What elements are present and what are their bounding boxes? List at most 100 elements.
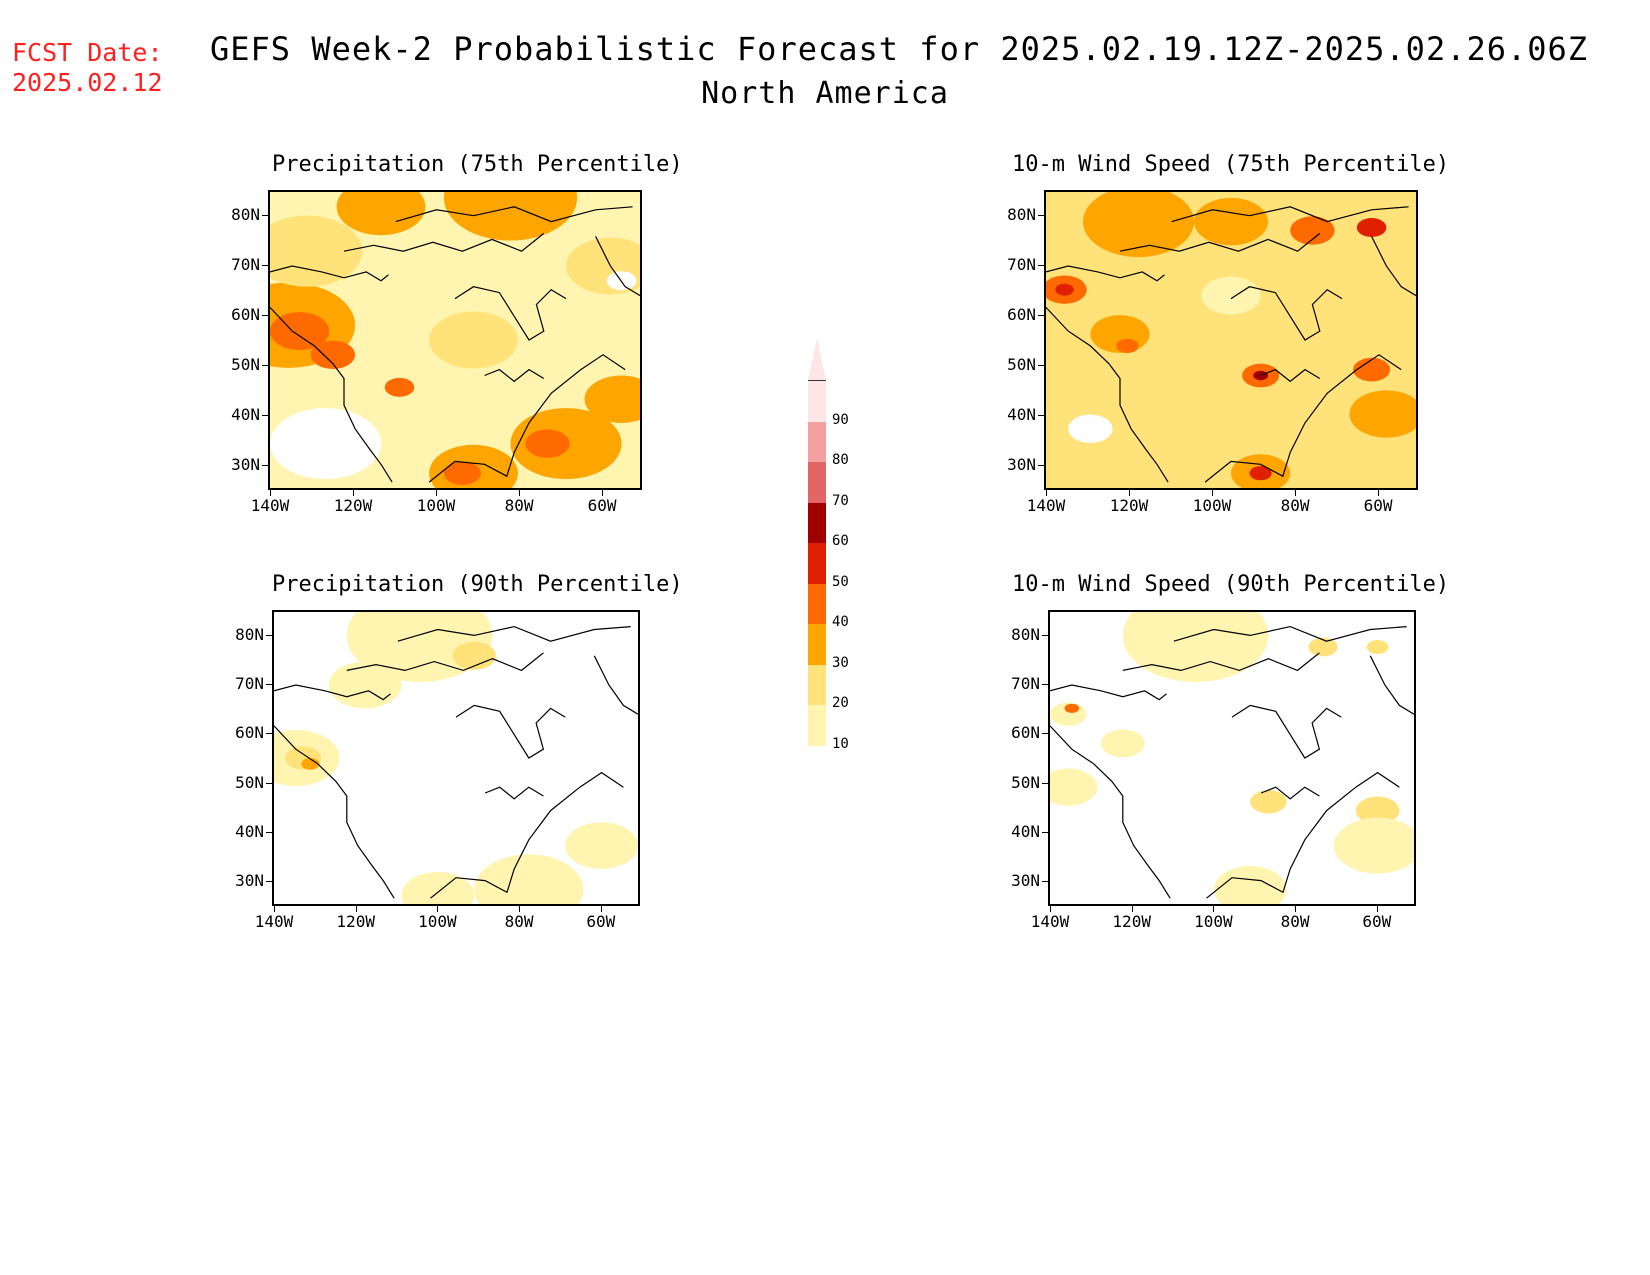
legend-label: 40: [832, 614, 849, 630]
lon-tick: [353, 490, 355, 496]
coastline: [1122, 652, 1320, 672]
forecast-date-value: 2025.02.12: [12, 68, 163, 97]
panel-title: Precipitation (75th Percentile): [272, 152, 683, 177]
panel-title: 10-m Wind Speed (75th Percentile): [1012, 152, 1450, 177]
legend-swatch-70: [808, 461, 826, 503]
lat-label: 50N: [231, 355, 260, 374]
lat-label: 30N: [1011, 871, 1040, 890]
lat-tick: [1038, 365, 1044, 366]
legend-cap-top: [808, 338, 826, 380]
lon-label: 100W: [1194, 912, 1233, 931]
field-contour-c10: [1333, 817, 1414, 874]
field-contour-c10: [1213, 866, 1287, 904]
lon-label: 60W: [1363, 496, 1393, 515]
lat-label: 50N: [1007, 355, 1036, 374]
map-field: [1050, 612, 1414, 904]
coastline: [274, 725, 395, 899]
coastline: [395, 206, 633, 223]
lon-label: 100W: [416, 496, 456, 515]
lon-tick: [519, 906, 521, 912]
lon-tick: [436, 490, 438, 496]
lat-label: 60N: [231, 305, 260, 324]
field-contour-c10: [474, 854, 584, 904]
lon-label: 80W: [1280, 912, 1310, 931]
lon-tick: [274, 906, 275, 912]
lat-tick: [1038, 265, 1044, 266]
lon-tick: [1212, 490, 1214, 496]
lon-tick: [519, 490, 521, 496]
forecast-date-block: FCST Date: 2025.02.12: [12, 38, 163, 98]
lat-tick: [1042, 635, 1048, 636]
lat-tick: [1038, 215, 1044, 216]
coastline: [1050, 725, 1171, 899]
field-contour-c40: [310, 340, 356, 370]
legend-swatch-80: [808, 420, 826, 462]
lon-label: 100W: [1192, 496, 1232, 515]
coastline: [484, 786, 544, 800]
lon-tick: [1295, 906, 1297, 912]
coastline: [346, 652, 544, 672]
lat-label: 60N: [1007, 305, 1036, 324]
field-contour-c30: [301, 758, 320, 770]
field-contour-c20: [1366, 640, 1389, 655]
lat-tick: [1042, 831, 1048, 833]
coastline: [1171, 206, 1409, 223]
lat-tick: [262, 465, 268, 466]
coastline: [1173, 625, 1407, 642]
lat-tick: [262, 365, 268, 366]
lat-label: 40N: [235, 821, 264, 841]
lon-label: 120W: [1112, 912, 1151, 931]
lon-label: 140W: [250, 496, 290, 515]
legend-label: 80: [832, 452, 849, 468]
field-contour-c10: [1100, 729, 1145, 758]
field-contour-c20: [1308, 637, 1338, 657]
lat-tick: [1042, 782, 1048, 784]
lat-label: 70N: [1007, 255, 1036, 274]
coastline: [270, 265, 389, 282]
lon-label: 140W: [1026, 496, 1066, 515]
lat-label: 70N: [231, 255, 260, 274]
field-contour-c40: [1064, 703, 1080, 714]
legend-swatch-60: [808, 501, 826, 543]
legend-label: 30: [832, 654, 849, 671]
lat-tick: [266, 635, 272, 636]
lat-label: 40N: [1007, 405, 1036, 424]
lat-label: 30N: [231, 455, 260, 474]
coastline: [593, 655, 638, 715]
coastline: [1204, 354, 1402, 483]
lat-label: 70N: [235, 674, 264, 694]
legend-label: 70: [832, 492, 849, 509]
lat-tick: [266, 881, 272, 882]
field-contour-c50: [1249, 466, 1272, 481]
legend-label: 10: [832, 735, 849, 752]
lat-label: 40N: [1011, 821, 1040, 841]
field-contour-c20: [1250, 790, 1287, 814]
lon-label: 60W: [587, 496, 617, 515]
field-contour-c10: [1201, 276, 1261, 315]
coastline: [1260, 368, 1321, 383]
lon-label: 80W: [504, 496, 534, 515]
map-plot-area: [1044, 190, 1418, 490]
lon-label: 60W: [1362, 912, 1392, 931]
coastline: [274, 684, 391, 701]
field-contour-c30: [584, 375, 640, 423]
field-below-threshold: [270, 408, 381, 480]
field-contour-c10: [328, 661, 402, 709]
lat-label: 80N: [231, 205, 260, 224]
field-contour-c30: [336, 192, 426, 236]
lat-tick: [266, 782, 272, 784]
legend-swatch-20: [808, 663, 826, 705]
coastline: [1231, 704, 1342, 759]
coastline: [1050, 684, 1167, 701]
legend-swatch-40: [808, 582, 826, 624]
lon-label: 80W: [1280, 496, 1310, 515]
lon-tick: [355, 906, 357, 912]
field-contour-c10: [346, 612, 493, 683]
field-contour-c40: [1116, 338, 1139, 354]
map-field: [270, 192, 640, 488]
map-plot-area: [268, 190, 642, 490]
lat-label: 70N: [1011, 674, 1040, 694]
lat-label: 30N: [235, 871, 264, 890]
field-contour-c30: [1083, 192, 1194, 258]
lat-tick: [1042, 881, 1048, 882]
